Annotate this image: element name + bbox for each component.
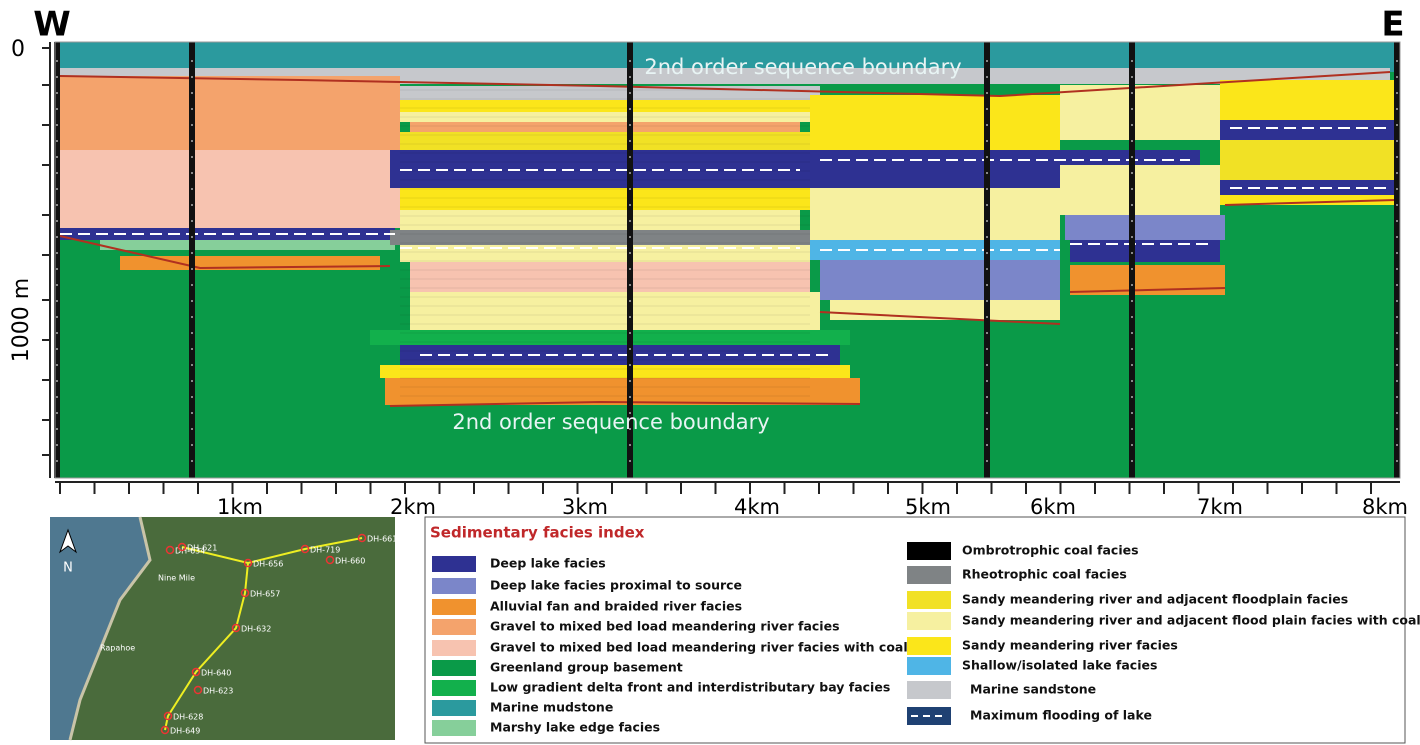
well-label: DH-649 xyxy=(170,727,200,736)
facies-band xyxy=(260,150,400,228)
legend-label: Deep lake facies proximal to source xyxy=(490,578,742,593)
distance-label: 5km xyxy=(905,495,951,519)
legend-label: Marine sandstone xyxy=(970,682,1096,697)
well-label: DH-657 xyxy=(250,590,280,599)
legend-title: Sedimentary facies index xyxy=(430,524,645,542)
legend-swatch xyxy=(907,637,951,655)
facies-band xyxy=(410,122,800,132)
annotation: 2nd order sequence boundary xyxy=(452,410,769,434)
legend-label: Maximum flooding of lake xyxy=(970,708,1152,723)
well-label: DH-621 xyxy=(187,544,217,553)
well-label: DH-632 xyxy=(241,625,271,634)
legend-swatch xyxy=(432,640,476,656)
facies-band xyxy=(1065,215,1225,240)
figure: W E 0 1000 m 1km 2km 3km 4km 5km 6km 7km 8km 2nd o… xyxy=(0,0,1420,745)
well-label: DH-623 xyxy=(203,687,233,696)
distance-label: 3km xyxy=(562,495,608,519)
legend-label: Shallow/isolated lake facies xyxy=(962,658,1157,673)
legend-label: Marshy lake edge facies xyxy=(490,720,660,735)
facies-band xyxy=(58,76,400,150)
facies-band xyxy=(820,260,1060,300)
depth-label: 0 xyxy=(11,37,25,62)
facies-band xyxy=(810,188,1060,240)
facies-band xyxy=(100,240,395,250)
facies-band xyxy=(1220,120,1395,140)
facies-band xyxy=(1220,80,1395,120)
location-map: NDH-634DH-621DH-656DH-719DH-660DH-661DH-… xyxy=(50,517,397,740)
annotation: 2nd order sequence boundary xyxy=(644,55,961,79)
distance-label: 1km xyxy=(217,495,263,519)
legend-label: Sandy meandering river facies xyxy=(962,638,1178,653)
legend-label: Low gradient delta front and interdistri… xyxy=(490,680,890,695)
well-label: DH-660 xyxy=(335,557,365,566)
facies-band xyxy=(400,210,800,230)
distance-label: 2km xyxy=(390,495,436,519)
facies-band xyxy=(400,86,820,100)
legend-label: Alluvial fan and braided river facies xyxy=(490,599,742,614)
legend-swatch xyxy=(432,700,476,716)
legend-label: Gravel to mixed bed load meandering rive… xyxy=(490,619,840,634)
legend-swatch xyxy=(432,578,476,594)
map-north-label: N xyxy=(63,561,73,576)
legend-label: Sandy meandering river and adjacent floo… xyxy=(962,613,1420,628)
legend-swatch xyxy=(907,542,951,560)
place-label: Nine Mile xyxy=(158,574,195,583)
east-label: E xyxy=(1381,5,1404,45)
well-label: DH-656 xyxy=(253,560,283,569)
well-label: DH-661 xyxy=(367,535,397,544)
west-label: W xyxy=(33,5,71,45)
facies-band xyxy=(1060,85,1220,140)
facies-band xyxy=(58,150,260,228)
legend-label: Marine mudstone xyxy=(490,700,613,715)
facies-band xyxy=(370,330,850,345)
legend-swatch xyxy=(432,556,476,572)
facies-band xyxy=(400,100,820,112)
legend-swatch xyxy=(907,657,951,675)
well-label: DH-719 xyxy=(310,546,340,555)
legend: Sedimentary facies index Deep lake facies… xyxy=(425,517,1420,743)
well-label: DH-640 xyxy=(201,669,231,678)
legend-swatch xyxy=(432,720,476,736)
facies-band xyxy=(385,378,860,405)
legend-label: Gravel to mixed bed load meandering rive… xyxy=(490,640,908,655)
legend-label: Greenland group basement xyxy=(490,660,683,675)
legend-swatch xyxy=(432,660,476,676)
legend-swatch xyxy=(907,612,951,630)
legend-label: Ombrotrophic coal facies xyxy=(962,543,1139,558)
legend-swatch xyxy=(907,566,951,584)
distance-label: 4km xyxy=(734,495,780,519)
facies-band xyxy=(1220,140,1395,180)
legend-label: Deep lake facies xyxy=(490,556,606,571)
place-label: Rapahoe xyxy=(100,644,135,653)
distance-label: 8km xyxy=(1362,495,1408,519)
legend-swatch xyxy=(432,680,476,696)
facies-band xyxy=(380,365,850,378)
distance-label: 7km xyxy=(1197,495,1243,519)
legend-label: Sandy meandering river and adjacent floo… xyxy=(962,592,1348,607)
legend-swatch xyxy=(907,591,951,609)
depth-label: 1000 m xyxy=(9,278,34,362)
facies-band xyxy=(1060,165,1220,215)
distance-label: 6km xyxy=(1030,495,1076,519)
well-label: DH-628 xyxy=(173,713,203,722)
legend-label: Rheotrophic coal facies xyxy=(962,567,1127,582)
facies-band xyxy=(830,300,1060,320)
facies-band xyxy=(810,95,1060,150)
legend-swatch xyxy=(432,619,476,635)
legend-swatch xyxy=(432,599,476,615)
legend-swatch xyxy=(907,681,951,699)
